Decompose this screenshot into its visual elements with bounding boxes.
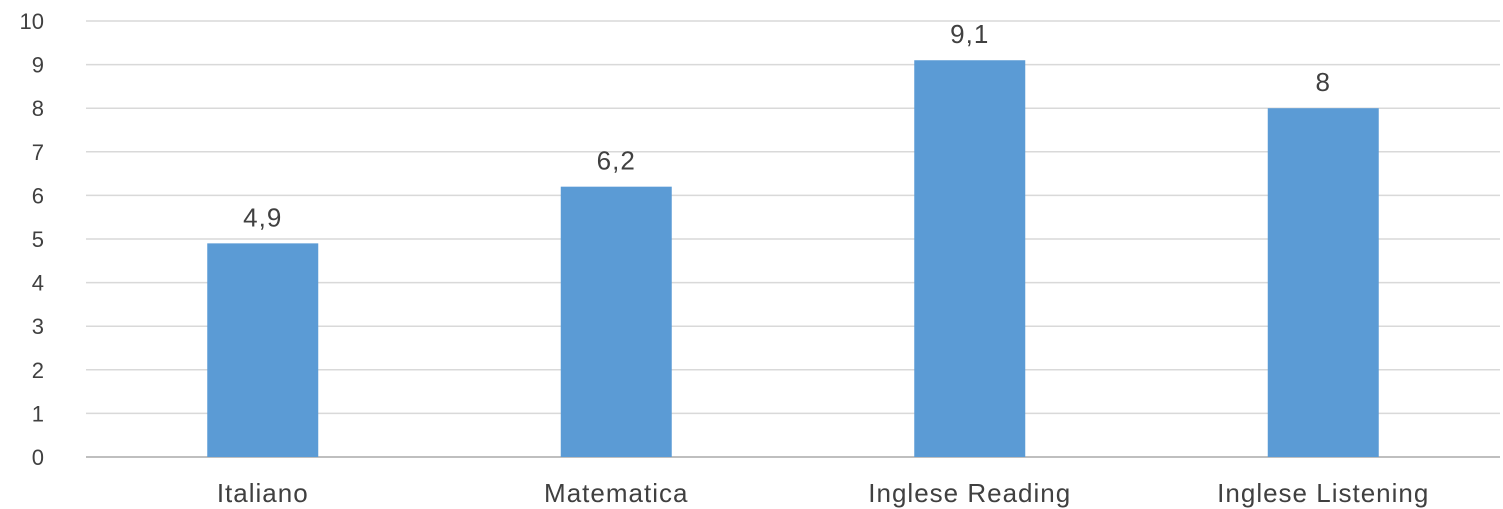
bar xyxy=(560,186,672,457)
y-tick-label: 1 xyxy=(32,401,44,426)
bar xyxy=(207,243,319,457)
bar xyxy=(1267,108,1379,457)
y-axis-ticks: 0 1 2 3 4 5 6 7 8 9 10 xyxy=(20,9,44,470)
y-tick-label: 4 xyxy=(32,271,44,296)
bars xyxy=(207,60,1379,458)
y-tick-label: 7 xyxy=(32,140,44,165)
data-label: 8 xyxy=(1316,67,1331,97)
data-labels: 4,9 6,2 9,1 8 xyxy=(243,19,1331,232)
bar xyxy=(914,60,1026,458)
y-tick-label: 0 xyxy=(32,445,44,470)
y-tick-label: 9 xyxy=(32,53,44,78)
data-label: 4,9 xyxy=(243,202,282,232)
x-tick-label: Matematica xyxy=(544,478,688,508)
y-tick-label: 2 xyxy=(32,358,44,383)
y-tick-label: 6 xyxy=(32,183,44,208)
data-label: 6,2 xyxy=(597,146,636,176)
x-tick-label: Inglese Listening xyxy=(1217,478,1429,508)
x-tick-label: Italiano xyxy=(217,478,309,508)
gridlines xyxy=(86,20,1500,458)
y-tick-label: 8 xyxy=(32,96,44,121)
data-label: 9,1 xyxy=(950,19,989,49)
y-tick-label: 5 xyxy=(32,227,44,252)
x-tick-label: Inglese Reading xyxy=(868,478,1071,508)
x-axis-labels: Italiano Matematica Inglese Reading Inglese… xyxy=(217,478,1429,508)
y-tick-label: 10 xyxy=(20,9,44,34)
y-tick-label: 3 xyxy=(32,314,44,339)
